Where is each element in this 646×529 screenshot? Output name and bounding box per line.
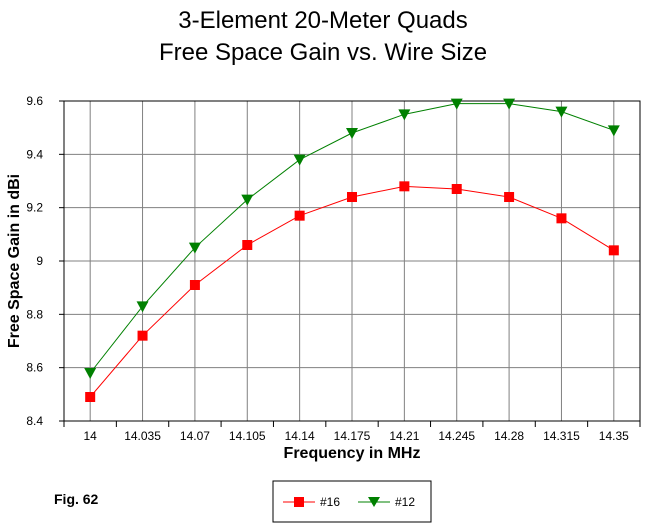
data-point-16 xyxy=(294,210,305,221)
legend-marker-16 xyxy=(294,497,304,507)
data-point-12 xyxy=(188,242,201,254)
data-point-12 xyxy=(241,194,254,206)
data-point-16 xyxy=(608,245,619,256)
data-point-12 xyxy=(555,106,568,118)
data-point-12 xyxy=(607,125,620,137)
x-tick-label: 14.07 xyxy=(180,429,210,443)
data-point-12 xyxy=(450,98,463,110)
data-point-12 xyxy=(503,98,516,110)
y-tick-label: 8.4 xyxy=(26,414,43,428)
data-point-16 xyxy=(399,181,410,192)
x-tick-label: 14.245 xyxy=(438,429,475,443)
data-point-12 xyxy=(346,128,358,139)
x-tick-label: 14.105 xyxy=(229,429,266,443)
y-tick-label: 9 xyxy=(36,254,43,268)
legend-label-12: #12 xyxy=(395,495,415,509)
data-point-12 xyxy=(84,368,97,379)
x-tick-label: 14.35 xyxy=(599,429,629,443)
data-point-16 xyxy=(189,280,200,290)
data-point-16 xyxy=(556,213,567,224)
legend: #16 #12 xyxy=(272,480,432,523)
x-tick-label: 14.14 xyxy=(285,429,315,443)
series xyxy=(84,98,620,402)
y-axis-ticks: 8.4 8.6 8.8 9 9.2 9.4 9.6 xyxy=(26,94,64,428)
y-tick-label: 9.6 xyxy=(26,94,43,108)
x-axis-ticks: 14 14.035 14.07 14.105 14.14 14.175 14.21 14.24… xyxy=(63,421,641,443)
chart-title-line-1: 3-Element 20-Meter Quads xyxy=(178,7,467,34)
x-tick-label: 14.21 xyxy=(389,429,419,443)
data-point-16 xyxy=(137,330,148,341)
y-tick-label: 8.8 xyxy=(26,307,43,321)
legend-label-16: #16 xyxy=(320,495,340,509)
x-tick-label: 14.315 xyxy=(543,429,580,443)
x-tick-label: 14 xyxy=(84,429,98,443)
legend-marker-12 xyxy=(368,497,380,507)
data-point-16 xyxy=(85,392,96,402)
y-tick-label: 9.4 xyxy=(26,147,43,161)
figure-label: Fig. 62 xyxy=(54,491,99,507)
y-axis-label: Free Space Gain in dBi xyxy=(6,174,23,348)
x-axis-label: Frequency in MHz xyxy=(284,445,421,462)
y-tick-label: 8.6 xyxy=(26,361,43,375)
grid xyxy=(64,100,640,422)
y-tick-label: 9.2 xyxy=(26,201,43,215)
x-tick-label: 14.035 xyxy=(124,429,161,443)
data-point-16 xyxy=(504,192,515,202)
data-point-12 xyxy=(293,154,306,166)
data-point-16 xyxy=(242,240,253,250)
data-point-16 xyxy=(347,192,357,202)
chart-title-line-2: Free Space Gain vs. Wire Size xyxy=(159,39,487,66)
x-tick-label: 14.175 xyxy=(334,429,371,443)
data-point-12 xyxy=(398,109,411,121)
data-point-12 xyxy=(136,301,149,313)
x-tick-label: 14.28 xyxy=(494,429,524,443)
data-point-16 xyxy=(451,184,462,194)
